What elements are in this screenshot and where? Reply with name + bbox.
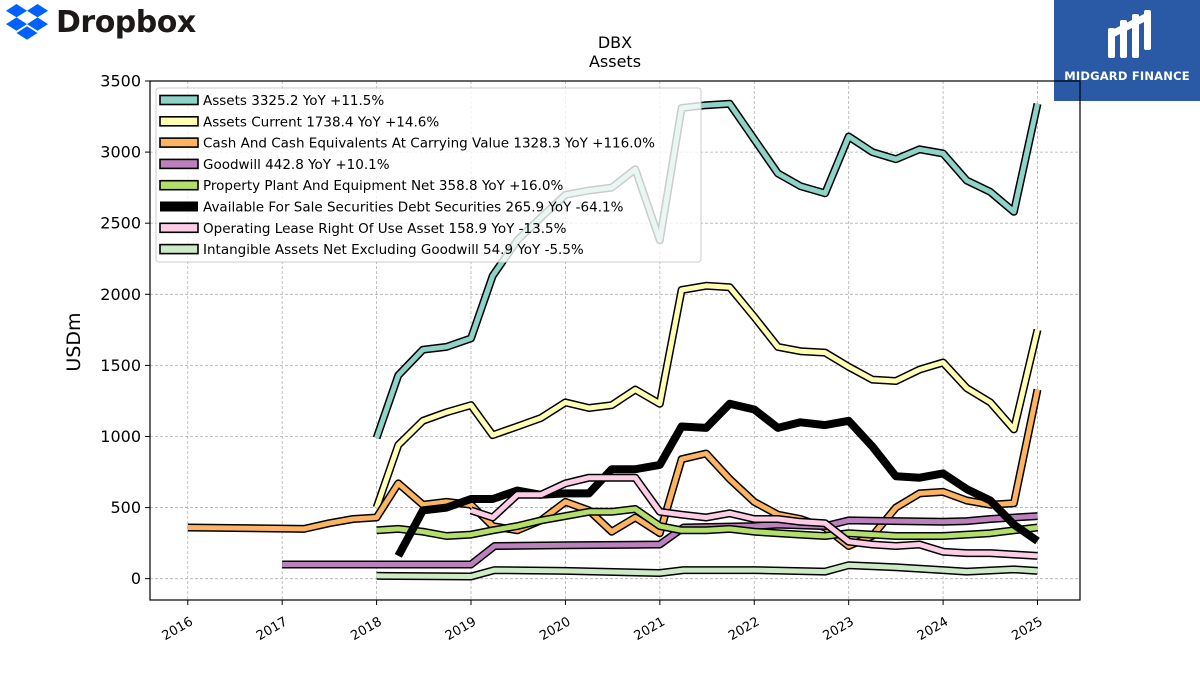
- series-4: [376, 505, 1038, 540]
- series-2: [187, 388, 1042, 550]
- midgard-wordmark: MIDGARD FINANCE: [1064, 69, 1190, 83]
- legend-label: Assets 3325.2 YoY +11.5%: [203, 93, 384, 109]
- legend-label: Goodwill 442.8 YoY +10.1%: [203, 157, 390, 173]
- legend-item: Available For Sale Securities Debt Secur…: [160, 200, 624, 216]
- series-line: [187, 389, 1040, 549]
- series-line: [282, 513, 1038, 567]
- x-tick-label: 2023: [821, 614, 857, 644]
- dropbox-logo: Dropbox: [6, 4, 196, 40]
- legend-label: Assets Current 1738.4 YoY +14.6%: [203, 114, 439, 130]
- x-axis: 2016 2017 2018 2019 2020 2021 2022 2023 2024 2025: [160, 600, 1046, 644]
- series-1: [372, 281, 1042, 509]
- legend-label: Intangible Assets Net Excluding Goodwill…: [203, 242, 584, 258]
- x-tick-label: 2020: [537, 614, 573, 644]
- y-tick-label: 1500: [100, 356, 141, 375]
- legend-item: Assets 3325.2 YoY +11.5%: [159, 93, 384, 109]
- x-tick-label: 2024: [915, 614, 951, 644]
- legend-label: Available For Sale Securities Debt Secur…: [203, 200, 624, 216]
- y-tick-label: 2500: [100, 214, 141, 233]
- legend-item: Assets Current 1738.4 YoY +14.6%: [159, 114, 439, 130]
- x-tick-label: 2017: [254, 614, 290, 644]
- series-line: [470, 475, 1038, 559]
- legend-item: Goodwill 442.8 YoY +10.1%: [159, 157, 390, 173]
- series-line: [394, 399, 1040, 558]
- legend-item: Cash And Cash Equivalents At Carrying Va…: [159, 136, 655, 152]
- series-3: [282, 512, 1038, 569]
- legend-swatch: [160, 201, 198, 212]
- x-tick-label: 2025: [1009, 614, 1045, 644]
- legend-swatch: [159, 116, 199, 127]
- chart-title: DBX: [598, 33, 632, 52]
- midgard-finance-logo: MIDGARD FINANCE: [1054, 0, 1200, 101]
- series-line: [374, 283, 1040, 509]
- legend-swatch: [159, 137, 199, 148]
- y-tick-label: 1000: [100, 427, 141, 446]
- legend-item: Intangible Assets Net Excluding Goodwill…: [159, 242, 584, 258]
- x-tick-label: 2016: [160, 614, 196, 644]
- dropbox-icon: [6, 4, 48, 40]
- legend-label: Operating Lease Right Of Use Asset 158.9…: [203, 221, 567, 237]
- legend-label: Cash And Cash Equivalents At Carrying Va…: [203, 136, 655, 152]
- legend: Assets 3325.2 YoY +11.5% Assets Current 1…: [155, 87, 702, 263]
- plot-frame: [149, 80, 1081, 601]
- x-tick-label: 2018: [348, 614, 384, 644]
- legend-swatch: [159, 179, 199, 191]
- chart-subtitle: Assets: [589, 52, 641, 71]
- midgard-emblem-icon: [1108, 10, 1151, 58]
- series-7: [376, 561, 1038, 581]
- y-axis: 0 500 1000 1500 2000 2500 3000 3500: [100, 72, 150, 588]
- legend-item: Operating Lease Right Of Use Asset 158.9…: [159, 221, 567, 237]
- series-5: [394, 399, 1040, 558]
- y-tick-label: 0: [131, 569, 141, 588]
- dropbox-wordmark: Dropbox: [56, 4, 196, 40]
- y-tick-label: 3500: [100, 72, 141, 91]
- series-0: [372, 99, 1042, 440]
- series-line: [374, 101, 1040, 439]
- y-tick-label: 2000: [100, 285, 141, 304]
- y-axis-label: USDm: [63, 312, 85, 371]
- series-line: [376, 562, 1038, 579]
- series-lines: [187, 99, 1042, 581]
- series-line: [376, 506, 1038, 539]
- x-tick-label: 2019: [443, 614, 479, 644]
- legend-frame: [155, 87, 702, 263]
- series-6: [469, 473, 1038, 560]
- legend-label: Property Plant And Equipment Net 358.8 Y…: [203, 178, 563, 194]
- y-tick-label: 500: [110, 498, 141, 517]
- legend-swatch: [159, 94, 199, 106]
- legend-swatch: [159, 158, 199, 170]
- legend-swatch: [159, 243, 199, 255]
- legend-item: Property Plant And Equipment Net 358.8 Y…: [159, 178, 563, 194]
- y-tick-label: 3000: [100, 143, 141, 162]
- legend-swatch: [159, 222, 199, 234]
- x-tick-label: 2022: [726, 614, 762, 644]
- x-tick-label: 2021: [632, 614, 668, 644]
